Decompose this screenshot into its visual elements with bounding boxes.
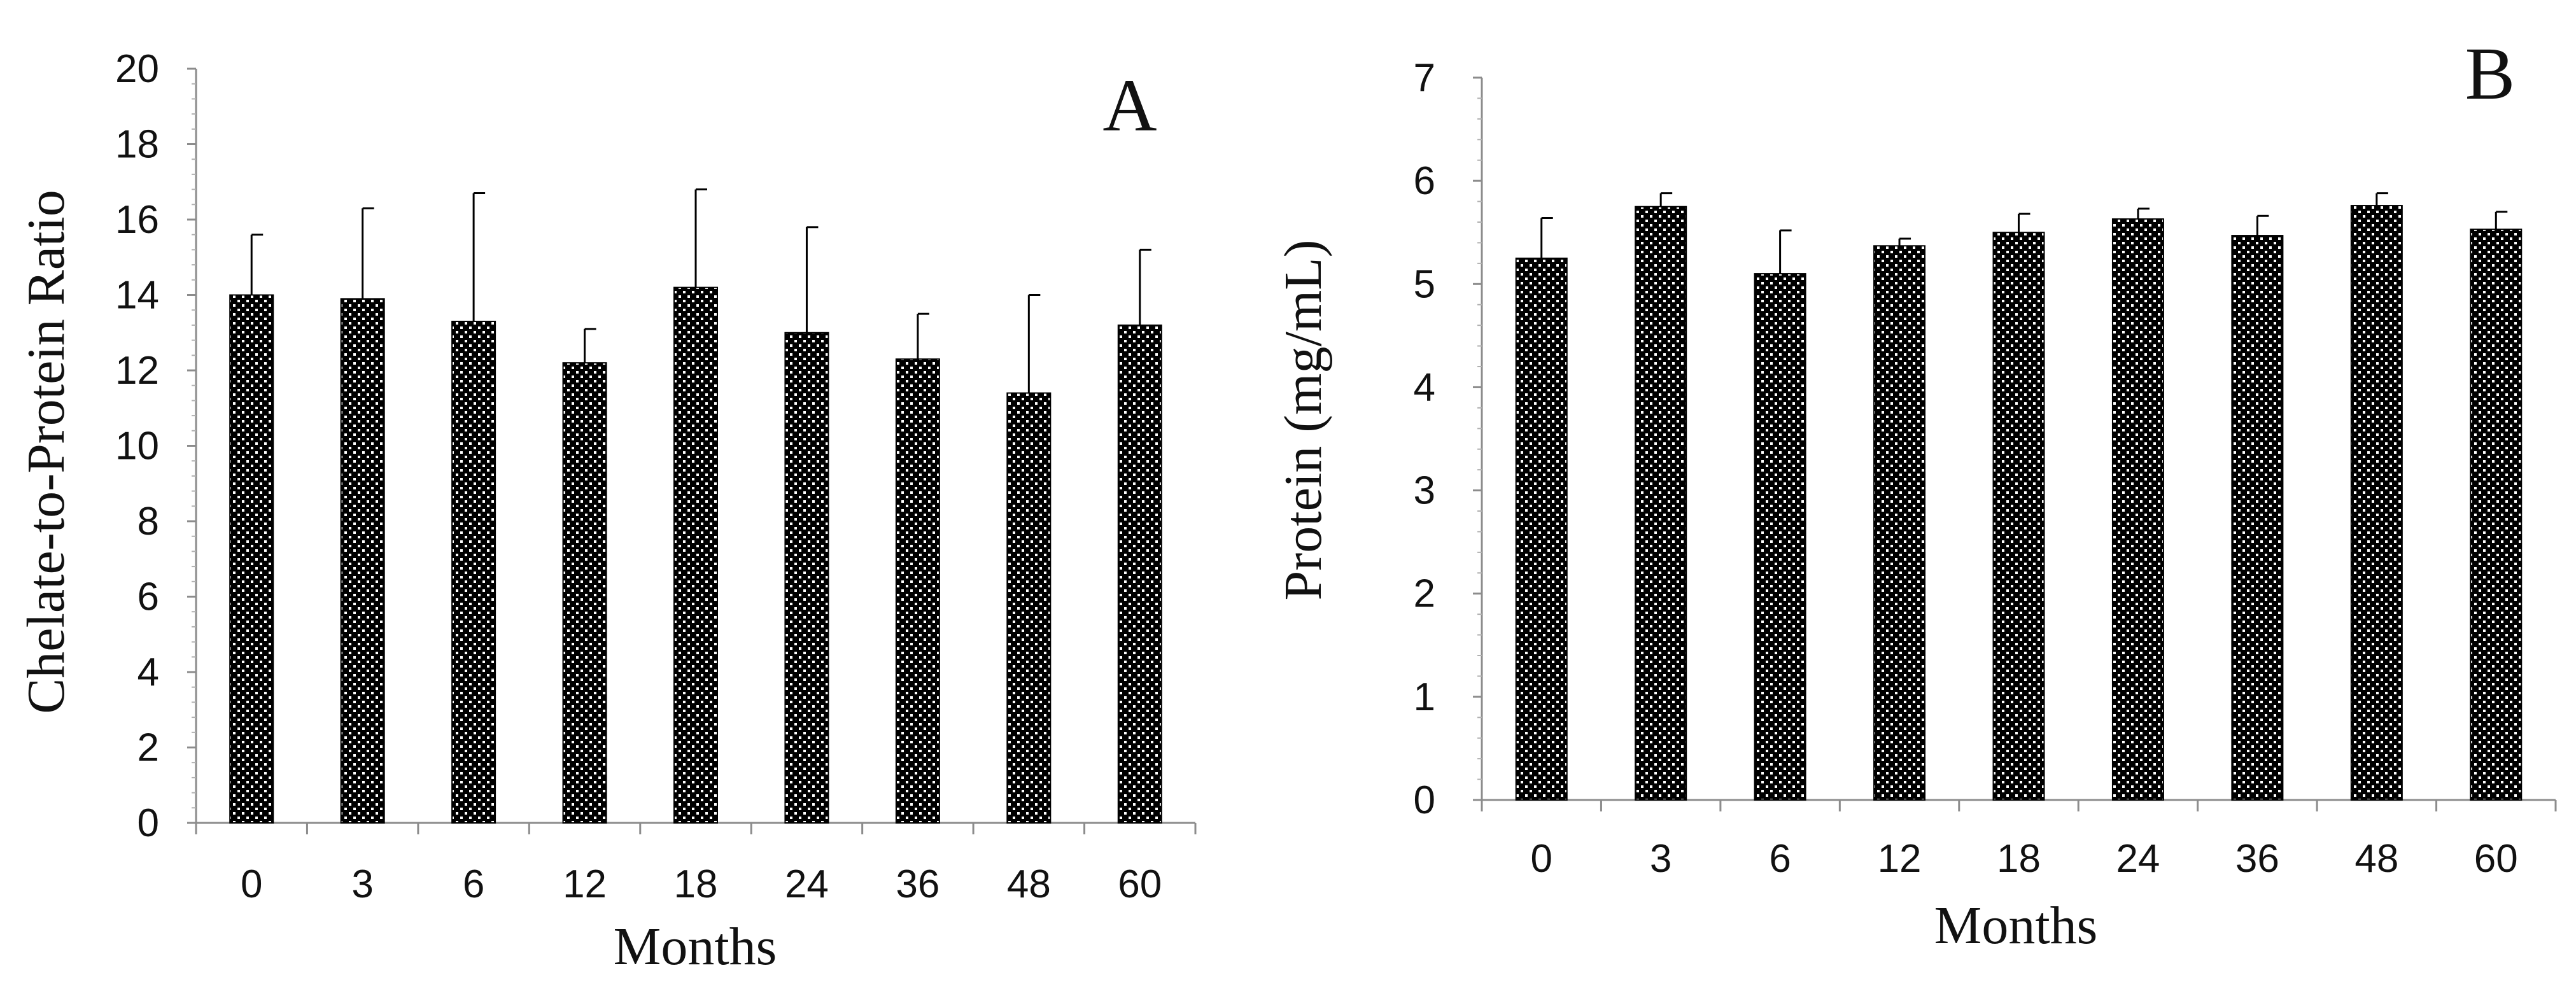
panel-b-y-tick-label: 6 (1414, 159, 1435, 203)
panel-a-x-tick-label: 3 (351, 862, 373, 906)
panel-a-y-tick-label: 2 (137, 726, 159, 770)
panel-b-x-axis-title: Months (1934, 896, 2098, 955)
panel-b-bar (1515, 257, 1568, 801)
panel-a-x-tick-label: 48 (1007, 862, 1051, 906)
panel-a-y-tick-label: 12 (115, 349, 159, 393)
panel-a-y-tick-label: 20 (115, 47, 159, 91)
panel-a-bar (784, 332, 829, 824)
panel-b-y-tick-label: 2 (1414, 572, 1435, 616)
panel-a-y-tick-label: 18 (115, 123, 159, 167)
panel-a-bar (562, 362, 607, 824)
panel-a-y-tick-label: 0 (137, 801, 159, 845)
panel-a: A Chelate-to-Protein Ratio Months 024681… (17, 47, 1197, 976)
panel-b-bar (1754, 273, 1806, 801)
panel-a-y-axis-title: Chelate-to-Protein Ratio (17, 190, 76, 713)
panel-a-bar (229, 294, 274, 824)
panel-b-x-tick-label: 0 (1530, 837, 1552, 881)
panel-a-x-tick-label: 12 (563, 862, 607, 906)
panel-a-y-tick-label: 4 (137, 650, 159, 694)
panel-a-y-tick-label: 14 (115, 274, 159, 318)
panel-b-x-tick-label: 24 (2116, 837, 2160, 881)
panel-b-bar (1873, 245, 1926, 801)
panel-b-x-tick-label: 6 (1769, 837, 1791, 881)
panel-a-x-tick-label: 0 (241, 862, 262, 906)
panel-b-y-axis-title: Protein (mg/mL) (1274, 240, 1333, 601)
panel-b-bar (1635, 206, 1687, 801)
panel-b-y-tick-label: 4 (1414, 365, 1435, 409)
panel-b-x-tick-label: 48 (2354, 837, 2398, 881)
panel-b-x-tick-label: 36 (2235, 837, 2279, 881)
panel-b-x-tick-label: 3 (1650, 837, 1672, 881)
panel-a-y-tick-label: 6 (137, 575, 159, 619)
panel-b-y-tick-label: 7 (1414, 56, 1435, 100)
panel-b-bar (2470, 228, 2523, 801)
panel-a-x-tick-label: 60 (1118, 862, 1162, 906)
panel-b-y-tick-label: 0 (1414, 778, 1435, 822)
panel-b-y-tick-label: 3 (1414, 469, 1435, 513)
panel-a-x-tick-label: 24 (785, 862, 829, 906)
panel-a-bar (340, 298, 385, 824)
panel-a-bar (895, 358, 940, 824)
panel-a-bar (1117, 324, 1162, 824)
panel-b-bar (2350, 205, 2403, 801)
panel-b-bar (1992, 232, 2045, 801)
panel-a-bar (451, 320, 496, 824)
panel-a-y-tick-label: 8 (137, 500, 159, 544)
panel-b-label: B (2465, 32, 2516, 115)
panel-b-x-tick-label: 60 (2474, 837, 2518, 881)
panel-a-bar (673, 286, 718, 824)
panel-b-y-tick-label: 1 (1414, 675, 1435, 719)
panel-a-y-tick-label: 10 (115, 424, 159, 468)
panel-b-bar (2231, 235, 2284, 801)
panel-b-x-tick-label: 18 (1997, 837, 2041, 881)
panel-a-x-tick-label: 36 (896, 862, 940, 906)
panel-b-x-tick-label: 12 (1878, 837, 1922, 881)
panel-a-x-tick-label: 18 (674, 862, 718, 906)
panel-b-y-tick-label: 5 (1414, 262, 1435, 306)
panel-a-label: A (1102, 64, 1157, 147)
panel-a-x-tick-label: 6 (463, 862, 484, 906)
panel-a-bar (1006, 392, 1052, 824)
panel-a-x-axis-title: Months (614, 917, 777, 976)
panel-b-bar (2111, 218, 2164, 801)
panel-a-y-tick-label: 16 (115, 198, 159, 242)
